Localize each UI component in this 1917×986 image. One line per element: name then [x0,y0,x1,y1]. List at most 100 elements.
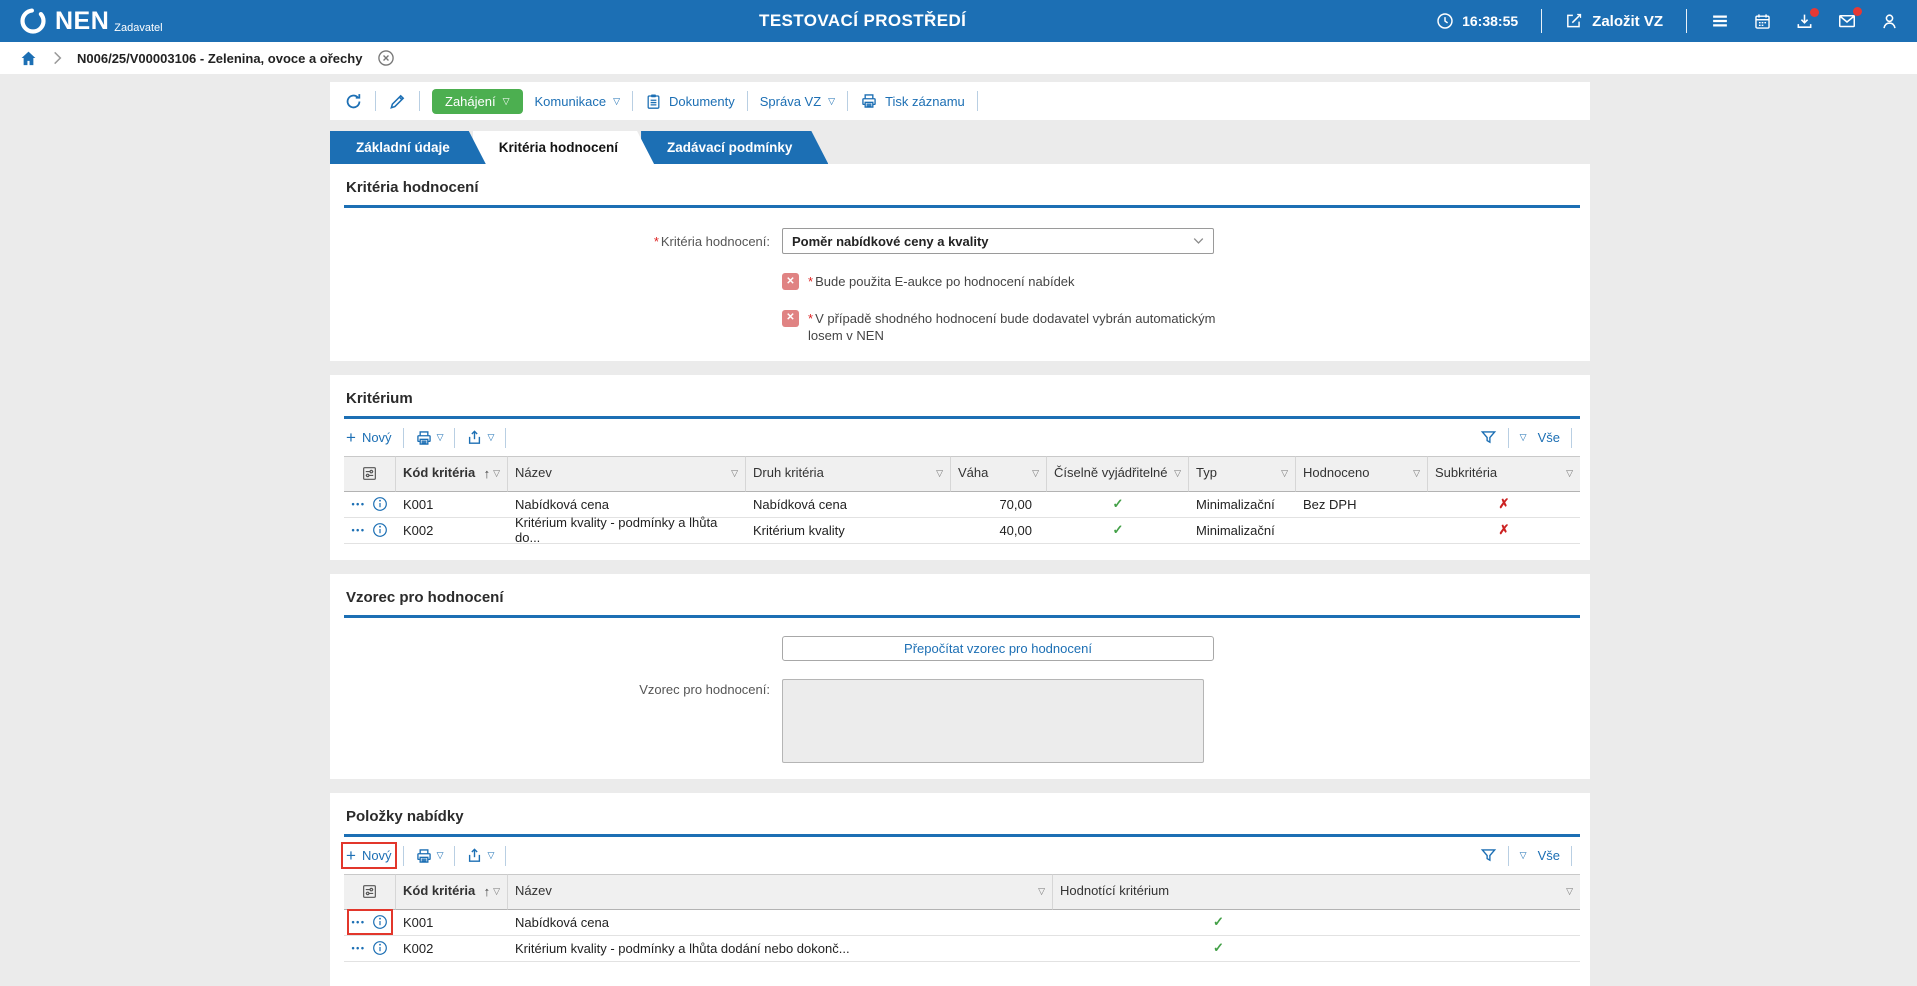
divider [505,427,507,448]
header-ciselne[interactable]: Číselně vyjádřitelné ▽ [1047,455,1189,492]
header-vaha[interactable]: Váha ▽ [951,455,1047,492]
filter-chevron-icon[interactable]: ▽ [1038,886,1045,897]
filter-chevron-icon[interactable]: ▽ [1032,468,1039,479]
unchecked-icon[interactable]: ✕ [782,309,799,327]
header-kod-kriteria[interactable]: Kód kritéria ↑ ▽ [396,873,508,910]
cell-nazev[interactable]: Kritérium kvality - podmínky a lhůta dod… [508,936,1053,962]
tab-kriteria-hodnoceni[interactable]: Kritéria hodnocení [473,131,654,164]
filter-chevron-icon[interactable]: ▽ [731,468,738,479]
filter-chevron-icon[interactable]: ▽ [1566,468,1573,479]
sort-asc-icon: ↑ [483,466,491,482]
cell-typ: Minimalizační [1189,518,1296,544]
cell-kod[interactable]: K002 [396,936,508,962]
divider [454,427,456,448]
downloads-button[interactable] [1795,7,1819,31]
cell-hodnotici-check: ✓ [1053,936,1580,962]
filter-chevron-icon[interactable]: ▽ [493,468,500,479]
show-all-button[interactable]: Vše [1537,430,1560,446]
tab-zakladni-udaje[interactable]: Základní údaje [330,131,486,164]
cell-kod[interactable]: K002 [396,518,508,544]
chevron-down-icon: ▽ [487,850,495,861]
row-menu-button[interactable]: ••• [351,943,366,954]
cell-nazev[interactable]: Nabídková cena [508,910,1053,936]
status-dropdown-button[interactable]: Zahájení ▽ [432,88,523,114]
cell-druh: Kritérium kvality [746,518,951,544]
filter-chevron-icon[interactable]: ▽ [493,886,500,897]
close-record-button[interactable] [377,49,395,67]
refresh-button[interactable] [344,92,363,111]
cell-kod[interactable]: K001 [396,492,508,518]
chevron-down-icon[interactable]: ▽ [1519,850,1527,861]
column-chooser-button[interactable] [344,455,396,492]
cell-nazev[interactable]: Kritérium kvality - podmínky a lhůta do.… [508,515,746,545]
chevron-down-icon: ▽ [487,432,495,443]
filter-chevron-icon[interactable]: ▽ [1281,468,1288,479]
tab-zadavaci-podminky[interactable]: Zadávací podmínky [641,131,828,164]
clock-icon [1436,12,1454,30]
filter-chevron-icon[interactable]: ▽ [1566,886,1573,897]
unchecked-icon[interactable]: ✕ [782,273,799,290]
flag-shodne-hodnoceni: ✕ * V případě shodného hodnocení bude dod… [782,309,1252,345]
home-button[interactable] [19,49,38,68]
row-menu-button[interactable]: ••• [351,917,366,928]
filter-icon[interactable] [1480,429,1497,446]
export-dropdown[interactable]: ▽ [466,429,494,446]
vzorec-textarea[interactable] [782,678,1204,763]
show-all-button[interactable]: Vše [1537,848,1560,864]
top-header-bar: NEN Zadavatel TESTOVACÍ PROSTŘEDÍ 16:38:… [0,0,1917,42]
section-title: Kritérium [344,387,1580,419]
cell-nazev[interactable]: Nabídková cena [508,492,746,518]
header-subkriteria[interactable]: Subkritéria ▽ [1428,455,1580,492]
print-record-button[interactable]: Tisk záznamu [860,92,965,110]
header-druh-kriteria[interactable]: Druh kritéria ▽ [746,455,951,492]
chevron-down-icon[interactable]: ▽ [1519,432,1527,443]
header-nazev[interactable]: Název ▽ [508,873,1053,910]
header-hodnotici-kriterium[interactable]: Hodnotící kritérium ▽ [1053,873,1580,910]
row-menu-button[interactable]: ••• [351,499,366,510]
new-polozka-button-highlighted[interactable]: + Nový [341,842,397,870]
nen-logo[interactable]: NEN Zadavatel [18,6,163,36]
column-chooser-button[interactable] [344,873,396,910]
breadcrumb-item[interactable]: N006/25/V00003106 - Zelenina, ovoce a oř… [77,50,363,66]
sprava-vz-dropdown[interactable]: Správa VZ ▽ [759,93,836,109]
komunikace-dropdown[interactable]: Komunikace ▽ [534,93,620,109]
filter-chevron-icon[interactable]: ▽ [1174,468,1181,479]
user-profile-button[interactable] [1880,12,1899,31]
row-tools: ••• [352,940,389,956]
messages-button[interactable] [1837,7,1862,31]
header-typ[interactable]: Typ ▽ [1189,455,1296,492]
cell-subkriteria-cross: ✗ [1428,518,1580,544]
info-icon[interactable] [372,496,388,512]
nen-logo-icon [18,6,48,36]
mail-icon [1837,11,1857,31]
edit-button[interactable] [388,92,407,111]
export-dropdown[interactable]: ▽ [466,847,494,864]
kriteria-hodnoceni-select[interactable]: Poměr nabídkové ceny a kvality [782,228,1214,254]
filter-chevron-icon[interactable]: ▽ [936,468,943,479]
filter-chevron-icon[interactable]: ▽ [1413,468,1420,479]
info-icon[interactable] [372,940,388,956]
filter-icon[interactable] [1480,847,1497,864]
cell-kod[interactable]: K001 [396,910,508,936]
print-table-dropdown[interactable]: ▽ [415,847,444,865]
row-menu-button[interactable]: ••• [351,525,366,536]
time-value: 16:38:55 [1462,13,1519,29]
info-icon[interactable] [372,522,388,538]
chevron-down-icon: ▽ [436,850,444,861]
divider [402,845,404,866]
divider [1541,9,1543,33]
dokumenty-button[interactable]: Dokumenty [645,93,735,110]
header-nazev[interactable]: Název ▽ [508,455,746,492]
print-table-dropdown[interactable]: ▽ [415,429,444,447]
kriterium-table: Kód kritéria ↑ ▽ Název ▽ Druh kritéria ▽… [344,455,1580,545]
environment-title: TESTOVACÍ PROSTŘEDÍ [759,11,967,30]
menu-button[interactable] [1710,11,1730,31]
info-icon[interactable] [372,914,388,930]
chevron-down-icon: ▽ [436,432,444,443]
recalc-formula-button[interactable]: Přepočítat vzorec pro hodnocení [782,635,1214,661]
create-vz-button[interactable]: Založit VZ [1565,12,1663,30]
header-hodnoceno[interactable]: Hodnoceno ▽ [1296,455,1428,492]
header-kod-kriteria[interactable]: Kód kritéria ↑ ▽ [396,455,508,492]
calendar-button[interactable] [1753,12,1772,31]
new-kriterium-button[interactable]: + Nový [346,428,392,448]
